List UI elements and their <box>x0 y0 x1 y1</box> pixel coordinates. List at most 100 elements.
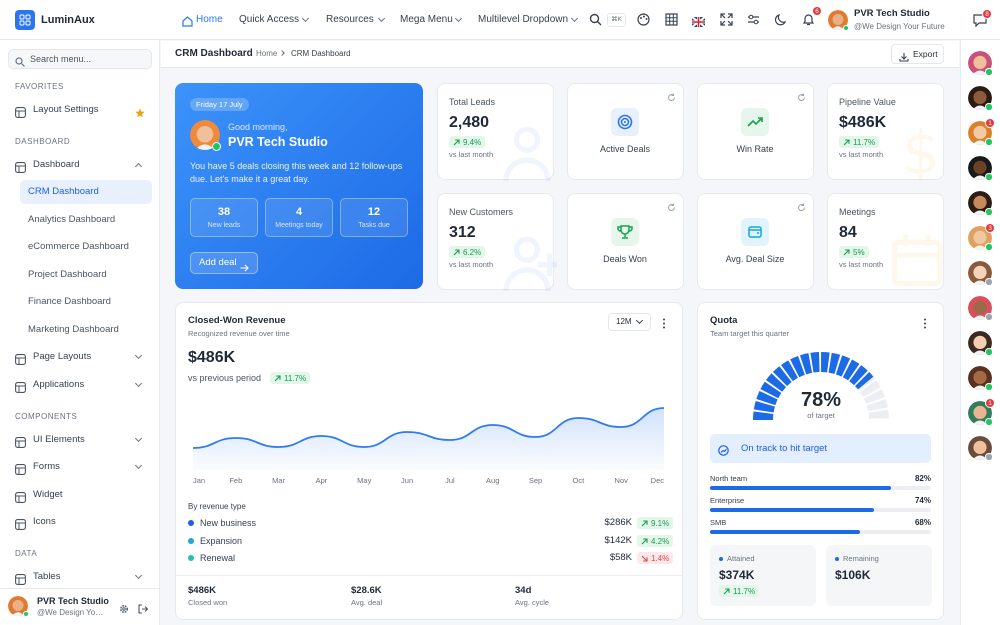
period-select[interactable] <box>608 313 651 331</box>
change-value: 11.7% <box>284 373 307 383</box>
notification-icon[interactable] <box>802 13 815 26</box>
legend-dot <box>188 538 194 544</box>
language-flag[interactable] <box>691 14 706 28</box>
shortcut-key: ⌘K <box>607 13 626 27</box>
more-icon[interactable] <box>662 316 666 329</box>
menu-item[interactable]: Layout Settings <box>33 104 99 115</box>
logout-icon[interactable] <box>138 601 149 614</box>
icon-part <box>643 15 645 18</box>
submenu-item[interactable]: Project Dashboard <box>28 269 107 280</box>
active-item <box>20 180 152 204</box>
kpi-watermark <box>497 121 557 182</box>
kpi-watermark <box>887 231 947 291</box>
refresh-icon[interactable] <box>797 89 806 101</box>
change-value: 6.2% <box>463 247 482 257</box>
icon-part <box>692 17 705 27</box>
change-badge: 5% <box>839 246 869 258</box>
icon-part: $ <box>902 119 940 189</box>
icon-part <box>720 13 733 26</box>
kpi-icon-bg <box>611 218 639 246</box>
theme-icon[interactable] <box>637 13 650 26</box>
change-badge: 9.1% <box>637 517 674 529</box>
apps-icon[interactable] <box>665 13 678 26</box>
kpi-icon <box>741 218 769 246</box>
menu-item[interactable]: Page Layouts <box>33 351 92 362</box>
menu-item[interactable]: Forms <box>33 461 60 472</box>
icon-part <box>15 162 26 173</box>
icon-part <box>798 203 806 211</box>
icon-part <box>748 14 754 20</box>
icon-part <box>748 226 762 238</box>
icon-part <box>15 519 26 530</box>
icon-part <box>15 385 26 393</box>
summary-box <box>826 545 932 606</box>
nav-item[interactable]: Multilevel Dropdown <box>478 14 569 25</box>
nav-item[interactable]: Quick Access <box>239 14 300 25</box>
submenu-item[interactable]: Analytics Dashboard <box>28 214 116 225</box>
change-value: 11.7% <box>733 586 756 596</box>
icon-part <box>182 16 193 27</box>
stat-box <box>190 198 258 237</box>
kpi-icon <box>741 108 769 136</box>
submenu-item[interactable]: Marketing Dashboard <box>28 324 119 335</box>
section-title: FAVORITES <box>15 82 64 91</box>
icon-part <box>972 140 988 145</box>
nav-item[interactable]: Resources <box>326 14 374 25</box>
kpi-watermark: $ <box>887 119 947 189</box>
avatar[interactable] <box>968 331 992 355</box>
icon-part <box>25 14 31 20</box>
sidebar-search[interactable] <box>8 49 152 69</box>
icon-part <box>899 53 909 62</box>
menu-item[interactable]: Widget <box>33 489 63 500</box>
nav-item[interactable]: Mega Menu <box>400 14 453 25</box>
kpi-title: Win Rate <box>736 144 774 154</box>
submenu-item[interactable]: Finance Dashboard <box>28 296 111 307</box>
menu-item[interactable]: Icons <box>33 516 56 527</box>
settings-icon[interactable] <box>747 13 760 26</box>
status-dot <box>842 24 849 31</box>
kpi-card <box>437 83 554 180</box>
menu-item[interactable]: Tables <box>33 571 61 582</box>
icon-part <box>665 13 678 26</box>
change-badge: 11.7% <box>719 585 760 597</box>
submenu-item[interactable]: eCommerce Dashboard <box>28 241 129 252</box>
refresh-icon[interactable] <box>797 199 806 211</box>
fullscreen-icon[interactable] <box>720 13 733 26</box>
nav-item[interactable]: Home <box>196 14 223 25</box>
icon-part <box>798 203 806 211</box>
more-icon[interactable] <box>923 316 927 329</box>
gauge-caption: of target <box>807 411 835 420</box>
refresh-icon[interactable] <box>667 199 676 211</box>
x-tick-label: Feb <box>229 476 243 485</box>
menu-item[interactable]: UI Elements <box>33 434 85 445</box>
icon-part <box>641 537 648 544</box>
avatar[interactable] <box>968 191 992 215</box>
search-placeholder: Search menu... <box>30 54 92 64</box>
icon-part <box>641 537 648 544</box>
menu-item[interactable]: Applications <box>33 379 85 390</box>
sidebar-user-tagline: @We Design Your Future <box>37 608 107 617</box>
breadcrumb-item[interactable]: Home <box>256 49 278 58</box>
icon-part <box>589 13 600 24</box>
section-title: COMPONENTS <box>15 412 78 421</box>
bar <box>710 508 874 512</box>
icon-part <box>968 191 992 215</box>
revenue-chart <box>192 407 665 470</box>
menu-item[interactable]: Dashboard <box>33 159 80 170</box>
icon-part <box>589 13 602 26</box>
dark-mode-icon[interactable] <box>775 13 788 26</box>
icon-part <box>11 612 25 616</box>
team-value: 74% <box>914 496 931 505</box>
submenu-item[interactable]: CRM Dashboard <box>28 186 99 197</box>
kpi-icon-bg <box>741 218 769 246</box>
avatar[interactable] <box>968 296 992 320</box>
icon-part <box>775 13 787 26</box>
icon-part <box>15 110 26 118</box>
search-icon[interactable] <box>589 13 602 26</box>
change-badge: 4.2% <box>637 535 674 547</box>
status-dot <box>985 138 993 146</box>
gear-icon[interactable] <box>119 601 129 613</box>
refresh-icon[interactable] <box>667 89 676 101</box>
icon-part <box>891 234 943 287</box>
